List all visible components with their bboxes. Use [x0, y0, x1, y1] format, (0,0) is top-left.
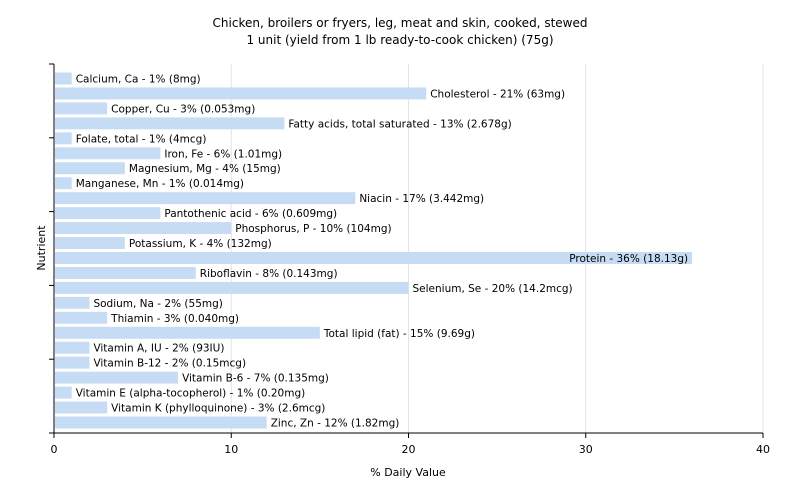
bar	[55, 87, 427, 100]
bar	[55, 416, 267, 429]
x-tick-label: 40	[756, 443, 770, 456]
bar	[55, 386, 72, 399]
bar-label: Zinc, Zn - 12% (1.82mg)	[271, 418, 400, 430]
bar-label: Vitamin K (phylloquinone) - 3% (2.6mcg)	[111, 403, 325, 415]
x-tick-label: 0	[51, 443, 58, 456]
bar	[55, 311, 108, 324]
bar	[55, 237, 125, 250]
bar-label: Pantothenic acid - 6% (0.609mg)	[164, 208, 337, 220]
bar-label: Niacin - 17% (3.442mg)	[359, 193, 484, 205]
bar-label: Sodium, Na - 2% (55mg)	[93, 298, 222, 310]
bar	[55, 296, 90, 309]
bar	[55, 132, 72, 145]
bar	[55, 147, 161, 160]
x-tick-label: 10	[224, 443, 238, 456]
bar-label: Selenium, Se - 20% (14.2mcg)	[413, 283, 573, 295]
bar-label: Total lipid (fat) - 15% (9.69g)	[323, 328, 475, 340]
bar	[55, 222, 232, 235]
bar-label: Phosphorus, P - 10% (104mg)	[235, 223, 391, 235]
bar	[55, 207, 161, 220]
chart-title: Chicken, broilers or fryers, leg, meat a…	[213, 16, 588, 30]
grid-lines	[230, 64, 764, 433]
bar	[55, 117, 285, 130]
bar	[55, 177, 72, 190]
x-tick-label: 30	[579, 443, 593, 456]
bar-label: Calcium, Ca - 1% (8mg)	[76, 73, 201, 85]
bar-label: Copper, Cu - 3% (0.053mg)	[111, 103, 255, 115]
x-axis-label: % Daily Value	[370, 466, 446, 479]
bar	[55, 401, 108, 414]
bar-label: Iron, Fe - 6% (1.01mg)	[164, 148, 282, 160]
bars: Calcium, Ca - 1% (8mg) Cholesterol - 21% …	[55, 72, 693, 430]
bar-label: Vitamin A, IU - 2% (93IU)	[93, 343, 224, 355]
bar-label: Riboflavin - 8% (0.143mg)	[200, 268, 338, 280]
bar-label: Vitamin B-6 - 7% (0.135mg)	[182, 373, 329, 385]
y-axis-label: Nutrient	[35, 225, 48, 271]
x-tick-label: 20	[402, 443, 416, 456]
axes: 0 10 20 30 40	[49, 63, 770, 456]
bar	[55, 192, 356, 205]
bar-label: Vitamin E (alpha-tocopherol) - 1% (0.20m…	[76, 388, 306, 400]
bar-label: Manganese, Mn - 1% (0.014mg)	[76, 178, 244, 190]
bar-label: Fatty acids, total saturated - 13% (2.67…	[288, 118, 511, 130]
bar	[55, 102, 108, 115]
bar-label: Folate, total - 1% (4mcg)	[76, 133, 207, 145]
bar-label: Cholesterol - 21% (63mg)	[430, 88, 565, 100]
bar-label: Protein - 36% (18.13g)	[569, 253, 688, 265]
bar	[55, 371, 179, 384]
bar-label: Thiamin - 3% (0.040mg)	[110, 313, 239, 325]
chart-subtitle: 1 unit (yield from 1 lb ready-to-cook ch…	[246, 33, 553, 47]
bar	[55, 72, 72, 85]
bar	[55, 356, 90, 369]
bar	[55, 281, 409, 294]
bar-label: Vitamin B-12 - 2% (0.15mcg)	[93, 358, 246, 370]
bar-label: Potassium, K - 4% (132mg)	[129, 238, 272, 250]
bar-label: Magnesium, Mg - 4% (15mg)	[129, 163, 281, 175]
bar	[55, 251, 693, 264]
bar	[55, 326, 320, 339]
bar	[55, 162, 125, 175]
bar	[55, 266, 196, 279]
bar	[55, 341, 90, 354]
